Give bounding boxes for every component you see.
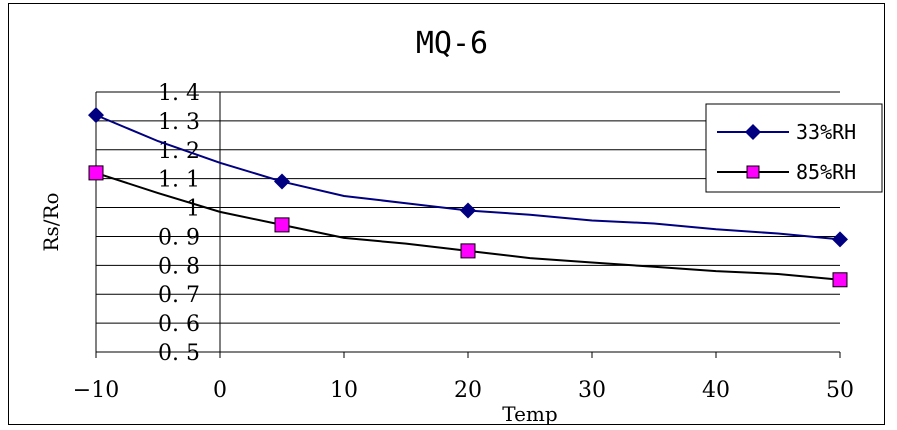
legend-box — [705, 103, 883, 193]
legend-marker-85rh — [746, 165, 760, 179]
legend-label-85rh: 85%RH — [796, 160, 856, 184]
x-tick-label-1: 0 — [213, 378, 227, 403]
x-tick-label-4: 30 — [578, 378, 606, 403]
x-tick-label-3: 20 — [454, 378, 482, 403]
point-s1-3 — [832, 272, 848, 288]
series-markers — [88, 107, 848, 288]
y-tick-label-6: 0. 8 — [158, 254, 200, 279]
point-s1-0 — [88, 165, 104, 181]
point-s0-1 — [274, 173, 290, 190]
y-tick-label-9: 0. 5 — [158, 341, 200, 366]
x-axis-label: Temp — [502, 402, 557, 426]
x-tick-labels: −10 0 10 20 30 40 50 — [73, 378, 854, 403]
y-tick-label-7: 0. 7 — [158, 283, 200, 308]
x-tick-label-6: 50 — [826, 378, 854, 403]
point-s0-2 — [460, 202, 476, 219]
x-tick-label-0: −10 — [73, 378, 119, 403]
y-tick-label-8: 0. 6 — [158, 312, 200, 337]
y-tick-label-1: 1. 3 — [158, 110, 200, 135]
legend-marker-33rh — [745, 124, 761, 140]
x-tick-label-5: 40 — [702, 378, 730, 403]
point-s0-0 — [88, 107, 104, 124]
point-s1-1 — [274, 217, 290, 233]
axes — [95, 92, 841, 358]
point-s1-2 — [460, 243, 476, 259]
legend-label-33rh: 33%RH — [796, 120, 856, 144]
y-tick-label-4: 1 — [186, 197, 200, 222]
y-tick-labels: 1. 41. 31. 21. 110. 90. 80. 70. 60. 5 — [158, 81, 200, 366]
y-tick-label-3: 1. 1 — [158, 168, 200, 193]
legend: 33%RH 85%RH — [705, 103, 883, 193]
x-tick-label-2: 10 — [330, 378, 358, 403]
chart-title: MQ-6 — [416, 26, 488, 61]
y-tick-label-0: 1. 4 — [158, 81, 200, 106]
y-tick-label-5: 0. 9 — [158, 225, 200, 250]
point-s0-3 — [832, 231, 848, 248]
y-axis-label: Rs/Ro — [39, 192, 63, 251]
chart-frame — [8, 3, 885, 425]
